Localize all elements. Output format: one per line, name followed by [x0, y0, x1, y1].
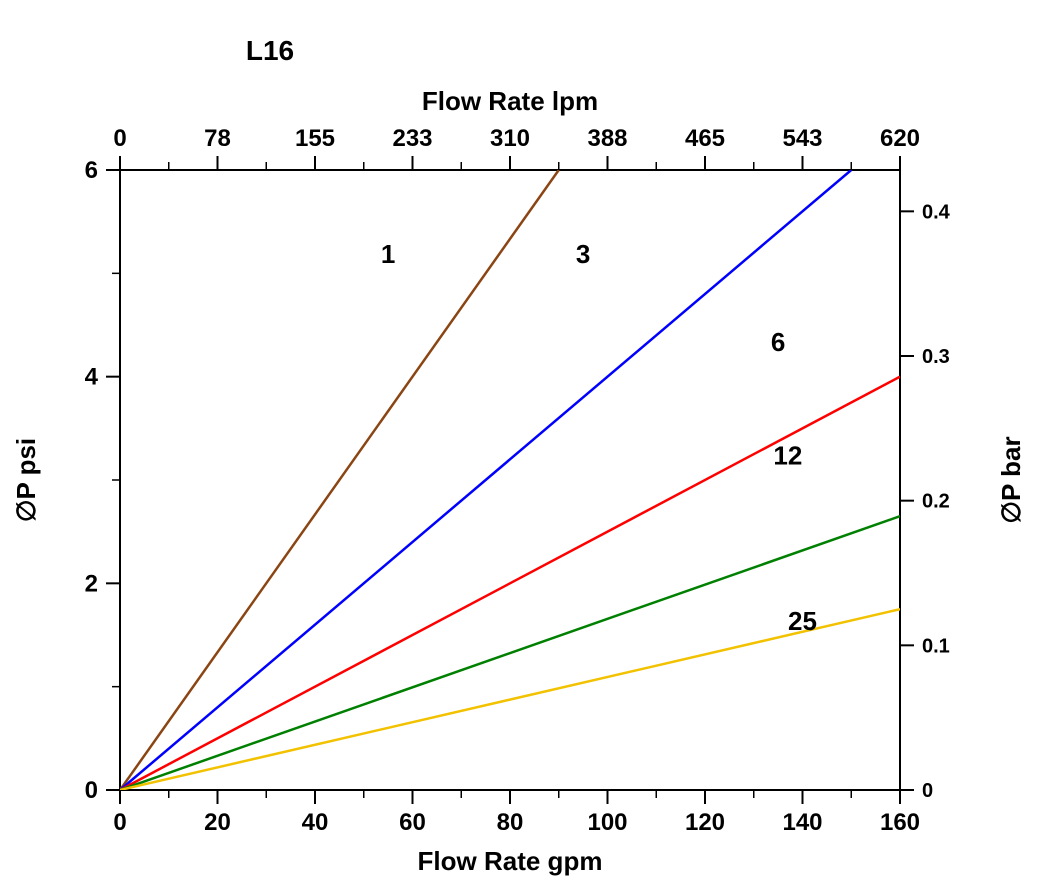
tick-right: 0.3	[922, 346, 950, 368]
series-line	[120, 516, 900, 790]
tick-right: 0.4	[922, 201, 951, 223]
tick-bottom: 120	[685, 809, 725, 836]
axis-left-label: ∅P psi	[11, 438, 41, 522]
tick-top: 388	[587, 125, 627, 152]
tick-top: 310	[490, 125, 530, 152]
series-line	[120, 377, 900, 790]
tick-top: 0	[113, 125, 126, 152]
axis-top-label: Flow Rate lpm	[422, 86, 598, 116]
tick-right: 0.2	[922, 491, 950, 513]
tick-top: 78	[204, 125, 231, 152]
series-labels: 1 3 6 12 25	[381, 239, 817, 636]
tick-top: 155	[295, 125, 335, 152]
tick-right: 0.1	[922, 635, 950, 657]
tick-bottom: 0	[113, 809, 126, 836]
series-label: 6	[771, 327, 785, 357]
tick-left: 0	[85, 777, 98, 804]
tick-bottom: 160	[880, 809, 920, 836]
axis-bottom-label: Flow Rate gpm	[418, 846, 603, 876]
pressure-flow-chart: L16 Flow Rate lpm Flow Rate gpm ∅P psi ∅…	[0, 0, 1050, 892]
series-label: 12	[773, 441, 802, 471]
tick-top: 620	[880, 125, 920, 152]
axis-lines	[120, 170, 900, 790]
axis-right-label: ∅P bar	[996, 436, 1026, 523]
tick-top: 465	[685, 125, 725, 152]
tick-top: 233	[392, 125, 432, 152]
tick-left: 2	[85, 570, 98, 597]
tick-bottom: 40	[302, 809, 329, 836]
axis-ticks: 0204060801001201401600781552333103884655…	[85, 125, 951, 836]
tick-left: 4	[85, 364, 99, 391]
chart-title: L16	[246, 35, 294, 66]
tick-bottom: 60	[399, 809, 426, 836]
series-label: 25	[788, 606, 817, 636]
series-label: 1	[381, 239, 395, 269]
tick-left: 6	[85, 157, 98, 184]
series-line	[120, 170, 559, 790]
tick-top: 543	[782, 125, 822, 152]
series-line	[120, 609, 900, 790]
tick-bottom: 80	[497, 809, 524, 836]
tick-right: 0	[922, 780, 933, 802]
tick-bottom: 20	[204, 809, 231, 836]
series-label: 3	[576, 239, 590, 269]
series-lines	[120, 170, 900, 790]
series-line	[120, 170, 851, 790]
tick-bottom: 100	[587, 809, 627, 836]
tick-bottom: 140	[782, 809, 822, 836]
